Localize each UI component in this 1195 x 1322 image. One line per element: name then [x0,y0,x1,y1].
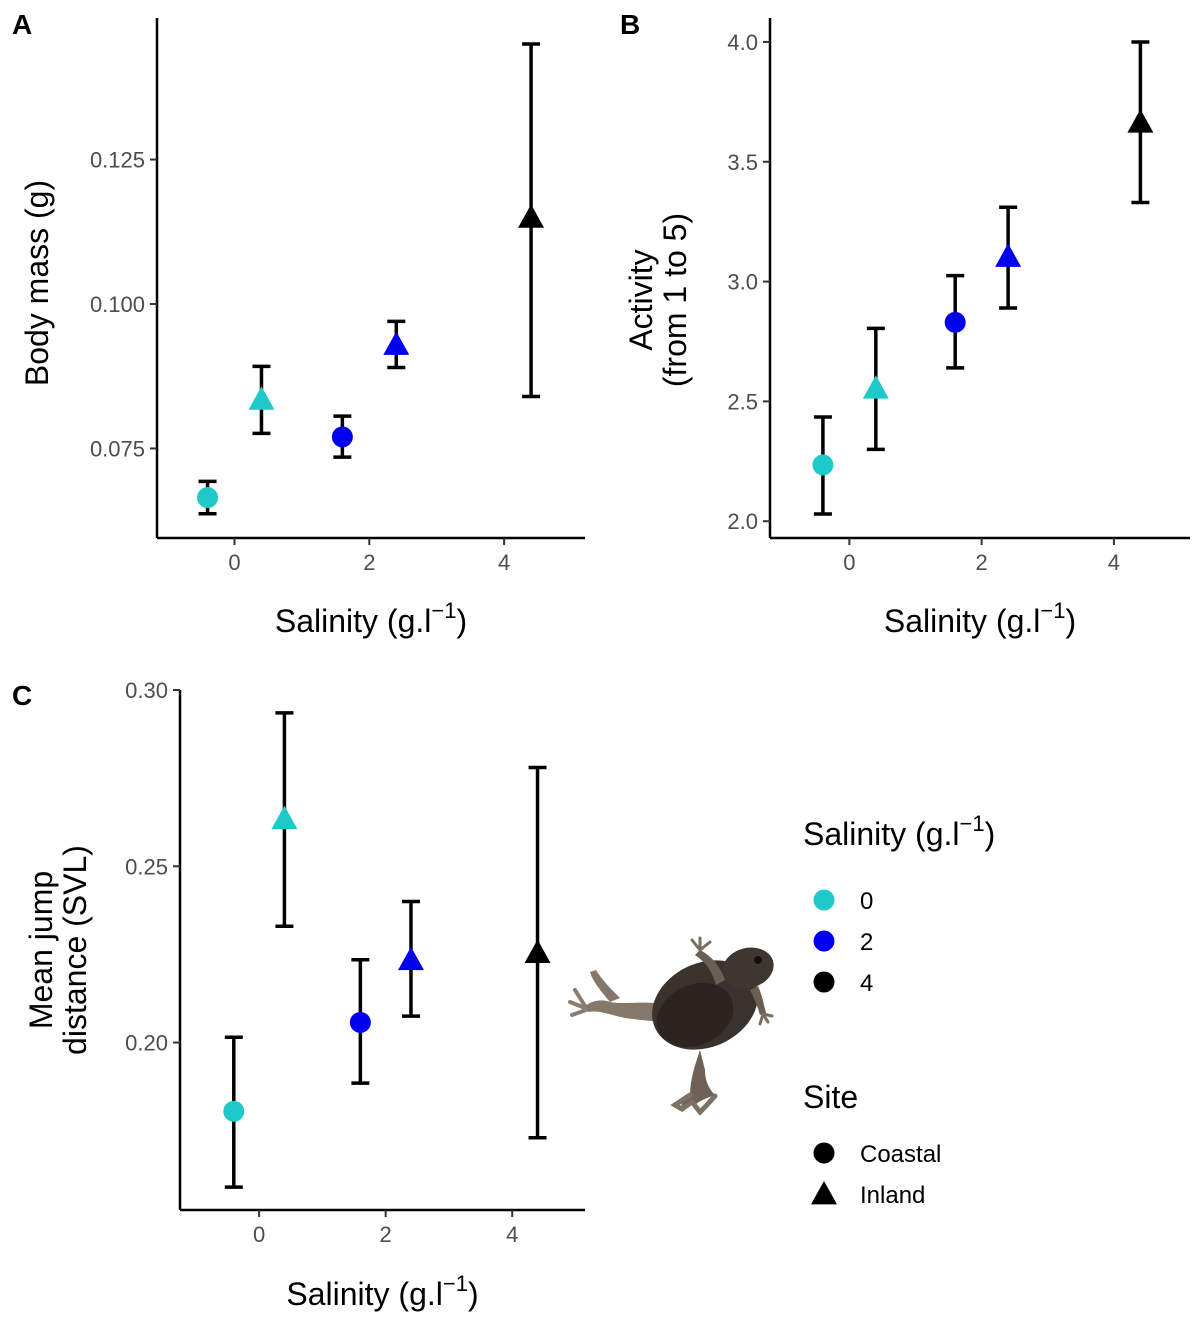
point-coastal [812,454,834,476]
y-tick-label: 2.0 [727,509,758,534]
point-inland [862,375,889,399]
legend-key-coastal [813,1142,835,1164]
point-inland [518,204,545,228]
y-tick-label: 0.30 [125,678,168,703]
point-coastal [331,426,353,448]
point-inland [248,386,275,410]
legend-label-salinity: 2 [860,929,873,956]
frog-icon [568,936,774,1116]
y-tick-label: 4.0 [727,30,758,55]
point-coastal [197,487,219,509]
point-coastal [944,311,966,333]
legend-label-site: Inland [860,1182,925,1209]
point-coastal [223,1100,245,1122]
panel-b: B 0 2 4 2.0 2.5 3.0 3.5 4.0 Salinity (g.l−1) Activ… [620,9,1190,639]
panel-letter: C [12,680,32,711]
legend-label-salinity: 4 [860,970,873,997]
legend-key-salinity [813,889,835,911]
y-axis-title: Body mass (g) [19,180,55,386]
x-tick-label: 2 [976,550,988,575]
point-inland [1127,109,1154,133]
point-inland [271,805,298,830]
x-tick-label: 4 [498,550,510,575]
x-tick-label: 0 [253,1222,265,1247]
x-axis-title: Salinity (g.l−1) [275,598,467,639]
point-inland [995,243,1022,267]
x-axis-title: Salinity (g.l−1) [286,1271,478,1312]
y-tick-label: 0.100 [90,292,145,317]
y-tick-label: 0.125 [90,148,145,173]
point-inland [383,331,410,355]
legend-label-salinity: 0 [860,888,873,915]
y-tick-label: 3.0 [727,270,758,295]
x-tick-label: 2 [380,1222,392,1247]
x-tick-label: 4 [1108,550,1120,575]
legend-title-salinity: Salinity (g.l−1) [803,811,995,852]
legend-title-site: Site [803,1079,858,1115]
y-tick-label: 0.20 [125,1031,168,1056]
x-tick-label: 0 [843,550,855,575]
point-coastal [349,1011,371,1033]
x-axis-title: Salinity (g.l−1) [884,598,1076,639]
legend-key-inland [811,1181,837,1205]
y-tick-label: 0.25 [125,854,168,879]
legend-label-site: Coastal [860,1141,941,1168]
point-inland [524,939,551,964]
panel-letter: B [620,9,640,40]
y-axis-title: Activity(from 1 to 5) [623,213,693,387]
y-axis-title: Mean jumpdistance (SVL) [23,845,93,1055]
point-inland [397,946,424,971]
y-tick-label: 2.5 [727,389,758,414]
legend-key-salinity [813,971,835,993]
panel-letter: A [12,9,32,40]
legend-key-salinity [813,930,835,952]
y-tick-label: 0.075 [90,436,145,461]
x-tick-label: 2 [363,550,375,575]
x-tick-label: 0 [228,550,240,575]
panel-a: A 0 2 4 0.075 0.100 0.125 Salinity (g.l−1) Body … [12,9,585,639]
panel-c: C 0 2 4 0.20 0.25 0.30 Salinity (g.l−1) Mean jum… [12,678,585,1312]
x-tick-label: 4 [506,1222,518,1247]
y-tick-label: 3.5 [727,150,758,175]
